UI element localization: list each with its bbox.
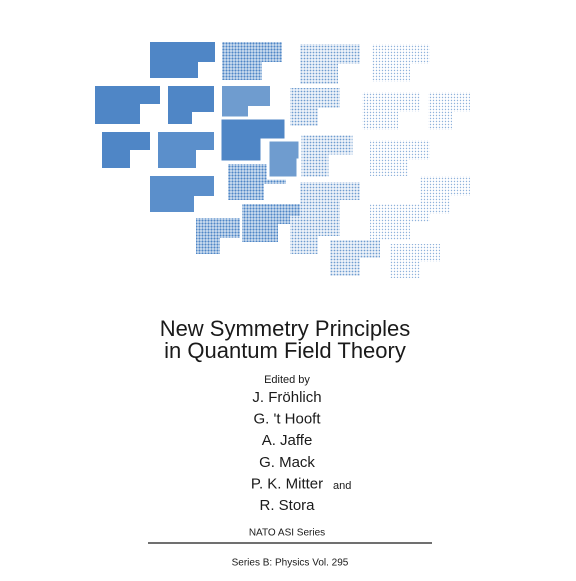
decorative-pattern bbox=[95, 42, 470, 278]
editor-name: G. 't Hooft bbox=[253, 411, 321, 428]
editor-list: J. Fröhlich G. 't Hooft A. Jaffe G. Mack P. … bbox=[251, 389, 323, 514]
conjunction: and bbox=[333, 480, 351, 492]
editor-name: P. K. Mitter bbox=[251, 475, 323, 492]
editor-name: G. Mack bbox=[259, 454, 315, 471]
editor-name: A. Jaffe bbox=[262, 432, 313, 449]
editor-name: J. Fröhlich bbox=[252, 389, 321, 406]
title-line: in Quantum Field Theory bbox=[164, 338, 406, 363]
volume: Series B: Physics Vol. 295 bbox=[232, 558, 349, 569]
edited-by: Edited by bbox=[264, 374, 310, 386]
series-name: NATO ASI Series bbox=[249, 528, 325, 539]
title-line: New Symmetry Principles bbox=[160, 316, 411, 341]
editor-name: R. Stora bbox=[259, 497, 315, 514]
